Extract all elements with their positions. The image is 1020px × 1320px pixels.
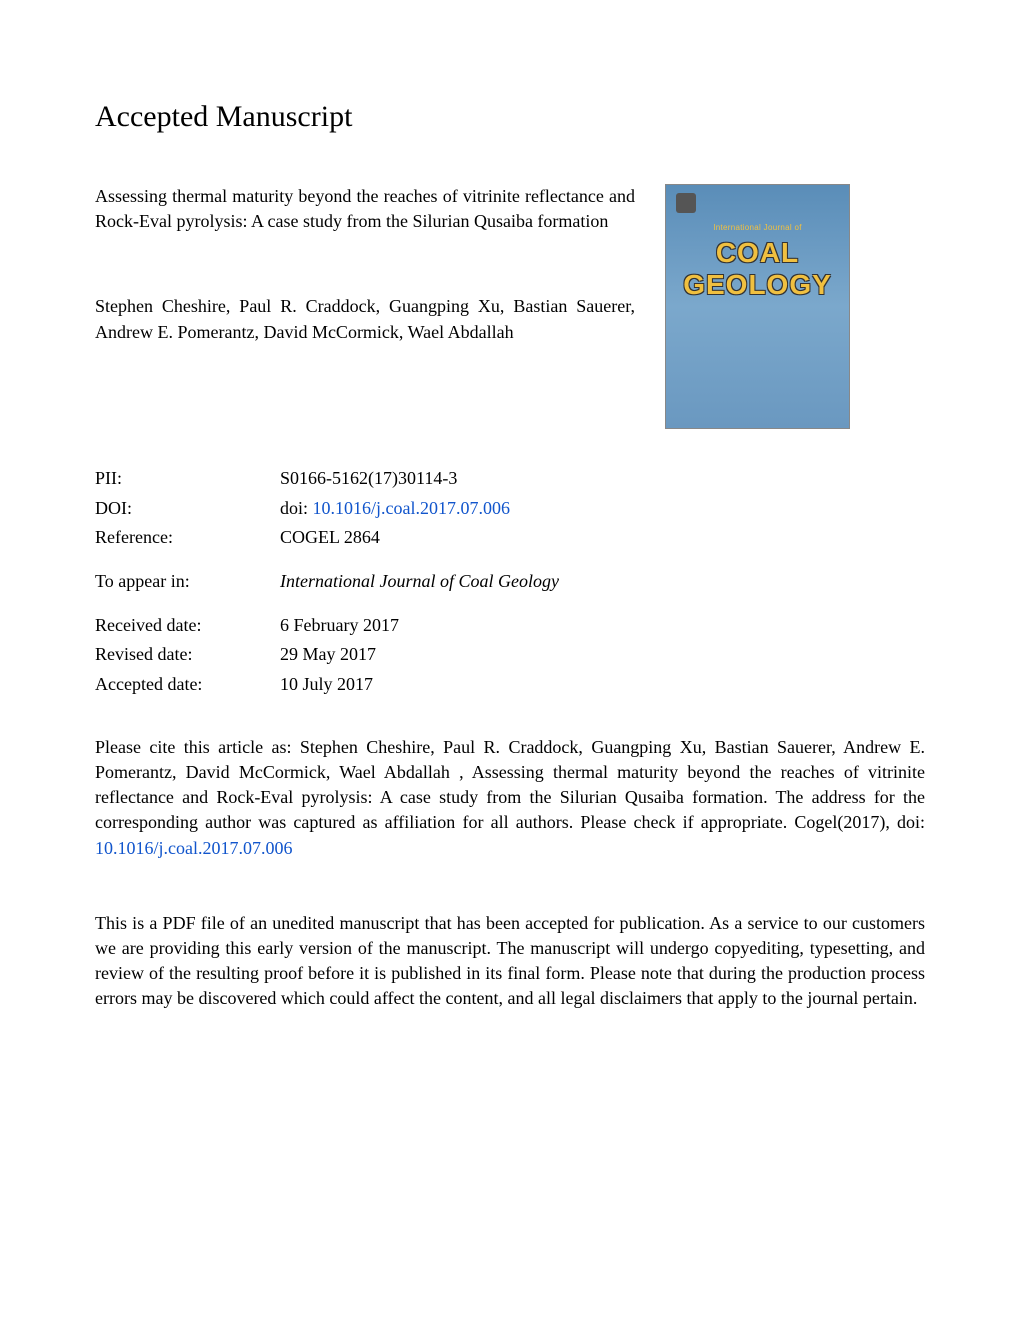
metadata-row-doi: DOI: doi: 10.1016/j.coal.2017.07.006 [95, 494, 925, 524]
citation-block: Please cite this article as: Stephen Che… [95, 735, 925, 861]
received-label: Received date: [95, 611, 280, 641]
publisher-logo-icon [676, 193, 696, 213]
received-value: 6 February 2017 [280, 611, 925, 641]
metadata-spacer [95, 553, 925, 567]
revised-value: 29 May 2017 [280, 640, 925, 670]
doi-value: doi: 10.1016/j.coal.2017.07.006 [280, 494, 925, 524]
disclaimer-block: This is a PDF file of an unedited manusc… [95, 911, 925, 1012]
metadata-spacer [95, 597, 925, 611]
accepted-label: Accepted date: [95, 670, 280, 700]
metadata-row-accepted: Accepted date: 10 July 2017 [95, 670, 925, 700]
revised-label: Revised date: [95, 640, 280, 670]
doi-link[interactable]: 10.1016/j.coal.2017.07.006 [313, 498, 510, 518]
cover-title-line2: GEOLOGY [683, 269, 832, 300]
article-title: Assessing thermal maturity beyond the re… [95, 184, 635, 234]
metadata-row-reference: Reference: COGEL 2864 [95, 523, 925, 553]
metadata-row-pii: PII: S0166-5162(17)30114-3 [95, 464, 925, 494]
metadata-row-appear: To appear in: International Journal of C… [95, 567, 925, 597]
metadata-row-received: Received date: 6 February 2017 [95, 611, 925, 641]
cover-title-line1: COAL [716, 237, 799, 268]
pii-label: PII: [95, 464, 280, 494]
doi-prefix: doi: [280, 498, 313, 518]
top-section: Assessing thermal maturity beyond the re… [95, 184, 925, 429]
citation-text: Please cite this article as: Stephen Che… [95, 737, 925, 833]
pii-value: S0166-5162(17)30114-3 [280, 464, 925, 494]
left-column: Assessing thermal maturity beyond the re… [95, 184, 635, 429]
appear-value: International Journal of Coal Geology [280, 567, 925, 597]
appear-label: To appear in: [95, 567, 280, 597]
accepted-value: 10 July 2017 [280, 670, 925, 700]
cover-subtitle: International Journal of [666, 223, 849, 232]
page-heading: Accepted Manuscript [95, 100, 925, 134]
journal-cover: International Journal of COAL GEOLOGY [665, 184, 850, 429]
cover-title: COAL GEOLOGY [666, 237, 849, 301]
citation-doi-link[interactable]: 10.1016/j.coal.2017.07.006 [95, 838, 292, 858]
metadata-table: PII: S0166-5162(17)30114-3 DOI: doi: 10.… [95, 464, 925, 700]
authors-list: Stephen Cheshire, Paul R. Craddock, Guan… [95, 294, 635, 344]
reference-value: COGEL 2864 [280, 523, 925, 553]
reference-label: Reference: [95, 523, 280, 553]
doi-label: DOI: [95, 494, 280, 524]
metadata-row-revised: Revised date: 29 May 2017 [95, 640, 925, 670]
